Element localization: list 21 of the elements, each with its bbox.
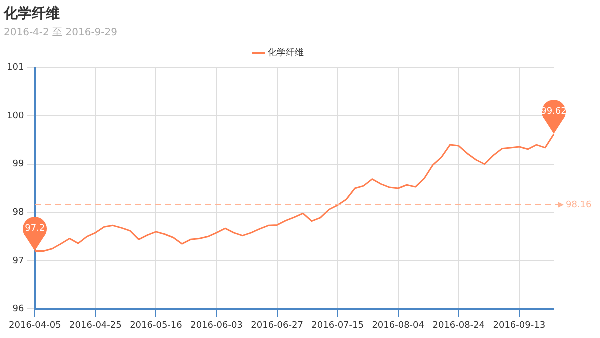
y-tick-label: 101 [6,63,24,74]
chart-subtitle: 2016-4-2 至 2016-9-29 [4,27,118,38]
y-tick-label: 96 [12,304,24,315]
x-tick-label: 2016-08-24 [432,320,486,331]
annotation: 97.2 [24,223,46,236]
y-tick-label: 97 [12,256,24,266]
x-tick-label: 2016-04-25 [70,320,122,331]
x-tick-label: 2016-05-16 [130,320,183,331]
x-tick-label: 2016-04-05 [9,320,62,331]
x-tick-label: 2016-06-03 [190,320,243,331]
annotation: 99.62 [540,106,568,118]
x-tick-label: 2016-06-27 [251,320,304,331]
y-tick-label: 100 [6,111,24,122]
x-tick-label: 2016-07-15 [312,320,364,331]
y-tick-label: 98 [12,208,24,218]
y-tick-label: 99 [12,160,24,170]
chart-title: 化学纤维 [3,5,60,22]
x-tick-label: 2016-09-13 [493,320,546,331]
legend-label: 化学纤维 [268,48,304,59]
x-tick-label: 2016-08-04 [372,320,425,331]
ref-line-label: 98.16 [566,200,592,210]
